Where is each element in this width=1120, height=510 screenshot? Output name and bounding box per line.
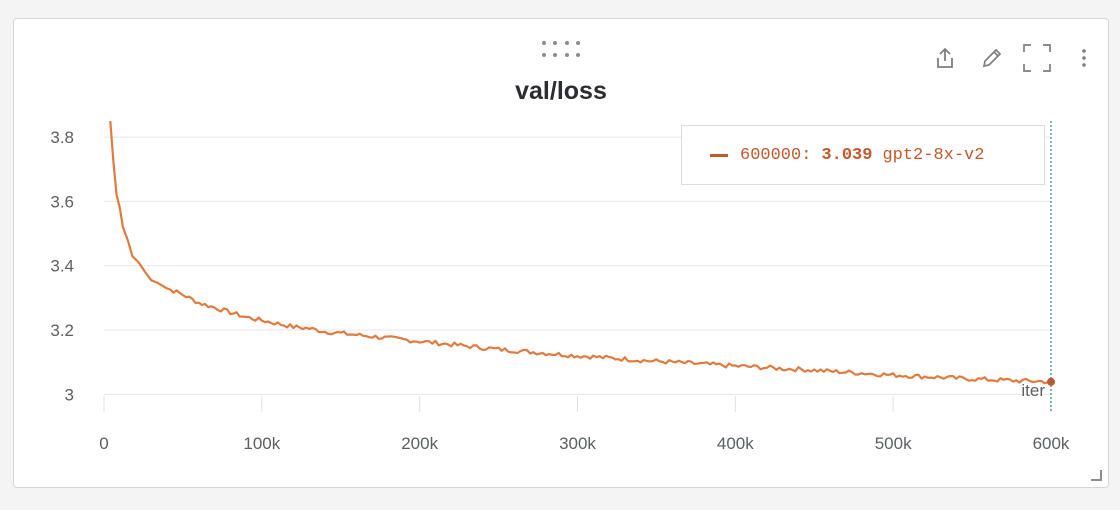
y-tick-label: 3.6 [50,192,74,211]
legend-series-name: gpt2-8x-v2 [882,145,985,165]
series-line [109,120,1052,385]
y-tick-label: 3 [65,385,74,404]
fullscreen-icon[interactable] [1022,43,1052,73]
x-axis-label: iter [1021,381,1045,400]
line-chart[interactable]: 3 3.2 3.4 3.6 3.8 0 100k 200k 300k 400k 500k 600k it… [14,19,1108,487]
legend-step: 600000: [740,145,812,165]
x-tick-label: 0 [99,434,108,453]
legend: 600000: 3.039 gpt2-8x-v2 [681,125,1045,185]
y-tick-label: 3.4 [50,257,74,276]
chart-title: val/loss [515,77,607,105]
share-icon[interactable] [930,43,960,73]
more-vertical-icon[interactable] [1069,43,1099,73]
x-tick-label: 200k [401,434,438,453]
x-tick-label: 300k [559,434,596,453]
legend-value: 3.039 [821,145,873,165]
resize-handle-icon[interactable] [1091,470,1102,481]
legend-swatch [710,153,728,157]
chart-panel: val/loss 3 3.2 3.4 3.6 3.8 0 100k 200k 300k 400k 5… [13,18,1109,488]
x-tick-label: 500k [875,434,912,453]
x-tick-label: 400k [717,434,754,453]
y-tick-label: 3.8 [50,128,74,147]
x-tick-label: 100k [243,434,280,453]
x-tick-label: 600k [1033,434,1070,453]
pencil-icon[interactable] [977,43,1007,73]
drag-handle-icon[interactable] [538,41,584,61]
y-tick-label: 3.2 [50,321,74,340]
